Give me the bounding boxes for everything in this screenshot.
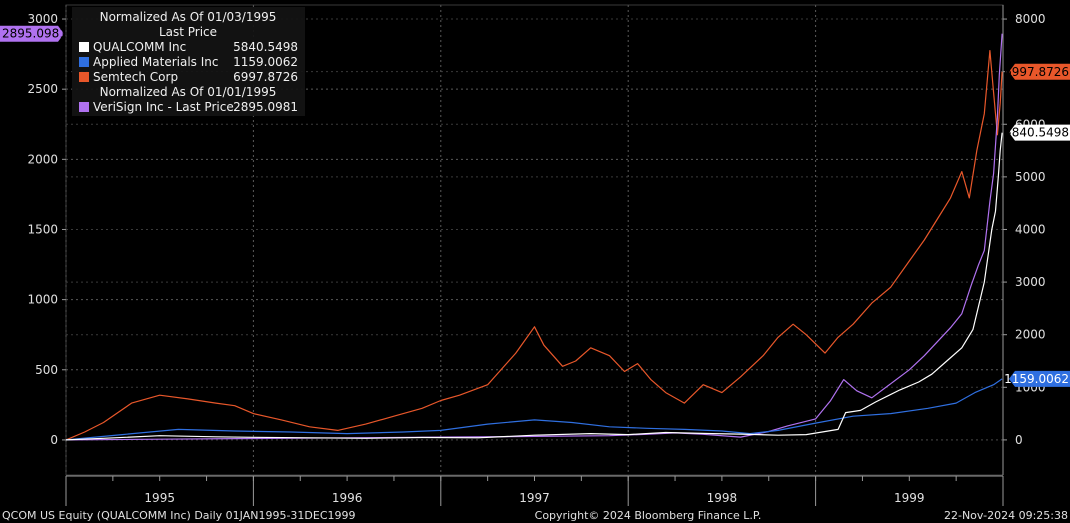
footer-right: 22-Nov-2024 09:25:38 [944,509,1068,522]
last-value-label-verisign-inc-last-price: 2895.0981 [2,27,67,41]
right-tick-label-8000: 8000 [1015,12,1046,26]
last-value-tag-qualcomm-inc [1009,124,1070,141]
legend-swatch-semtech [79,72,89,82]
left-tick-label-1500: 1500 [27,222,58,236]
legend-value-qualcomm: 5840.5498 [233,40,298,54]
last-value-tag-applied-materials-inc [1009,370,1070,387]
legend-name-semtech: Semtech Corp [93,70,178,84]
footer-left: QCOM US Equity (QUALCOMM Inc) Daily 01JA… [2,509,356,522]
legend-value-verisign: 2895.0981 [233,100,298,114]
legend-name-applied-materials: Applied Materials Inc [93,55,218,69]
legend-swatch-applied-materials [79,57,89,67]
legend-name-verisign: VeriSign Inc - Last Price [93,100,234,114]
legend-box [72,7,305,116]
series-line-verisign-inc-last-price [65,33,1003,441]
right-tick-label-0: 0 [1015,433,1023,447]
last-value-label-qualcomm-inc: 5840.5498 [1004,126,1069,140]
last-value-tag-semtech-corp [1009,63,1070,80]
left-axis: 0 500 1000 1500 2000 2500 3000 [27,12,66,447]
x-tick-label-1995: 1995 [144,491,175,505]
series-lines [65,33,1003,441]
x-tick-label-1996: 1996 [332,491,363,505]
left-tick-label-3000: 3000 [27,12,58,26]
last-value-tag-verisign-inc-last-price [0,25,64,42]
left-tick-label-1000: 1000 [27,293,58,307]
left-tick-label-0: 0 [50,433,58,447]
footer-center: Copyright© 2024 Bloomberg Finance L.P. [535,509,762,522]
right-tick-label-5000: 5000 [1015,170,1046,184]
legend: Normalized As Of 01/03/1995 Last Price Q… [72,7,305,116]
legend-name-qualcomm: QUALCOMM Inc [93,40,186,54]
x-axis-band [66,476,1003,508]
legend-header-normalized-2: Normalized As Of 01/01/1995 [100,85,277,99]
legend-swatch-verisign [79,102,89,112]
legend-header-last-price: Last Price [159,25,217,39]
series-line-qualcomm-inc [65,132,1003,441]
x-tick-label-1999: 1999 [894,491,925,505]
series-line-applied-materials-inc [65,378,1003,441]
legend-header-normalized: Normalized As Of 01/03/1995 [100,10,277,24]
x-axis: 1995 1996 1997 1998 1999 [65,476,1004,506]
last-value-label-applied-materials-inc: 1159.0062 [1004,372,1069,386]
last-value-label-semtech-corp: 6997.8726 [1004,65,1069,79]
left-tick-label-2500: 2500 [27,82,58,96]
series-line-semtech-corp [65,50,1003,441]
right-tick-label-3000: 3000 [1015,275,1046,289]
x-tick-label-1997: 1997 [519,491,550,505]
legend-value-semtech: 6997.8726 [233,70,298,84]
left-tick-label-500: 500 [35,363,58,377]
legend-swatch-qualcomm [79,42,89,52]
right-tick-label-2000: 2000 [1015,328,1046,342]
x-tick-label-1998: 1998 [707,491,738,505]
legend-value-applied-materials: 1159.0062 [233,55,298,69]
left-tick-label-2000: 2000 [27,152,58,166]
right-tick-label-4000: 4000 [1015,222,1046,236]
